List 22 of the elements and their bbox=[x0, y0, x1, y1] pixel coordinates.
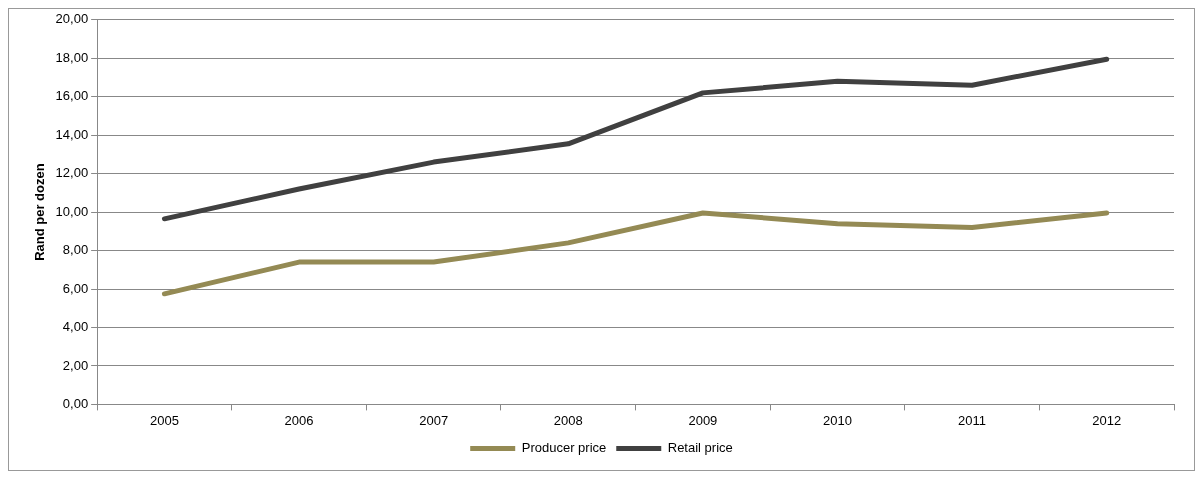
y-tick-label: 6,00 bbox=[62, 280, 89, 296]
x-tick-label: 2007 bbox=[419, 412, 449, 428]
y-tick-label: 14,00 bbox=[55, 126, 89, 142]
y-tick-label: 8,00 bbox=[62, 242, 89, 258]
legend-label: Retail price bbox=[667, 440, 733, 456]
x-tick-label: 2005 bbox=[149, 412, 179, 428]
y-tick-label: 0,00 bbox=[62, 395, 89, 411]
x-tick-label: 2009 bbox=[688, 412, 718, 428]
y-tick-label: 2,00 bbox=[62, 357, 89, 373]
x-tick-label: 2006 bbox=[284, 412, 314, 428]
x-tick-label: 2010 bbox=[823, 412, 852, 428]
x-tick-label: 2012 bbox=[1092, 412, 1122, 428]
y-tick-label: 20,00 bbox=[55, 11, 89, 27]
y-axis-title: Rand per dozen bbox=[32, 163, 48, 261]
x-tick-label: 2011 bbox=[958, 412, 987, 428]
x-tick-label: 2008 bbox=[553, 412, 583, 428]
legend-label: Producer price bbox=[521, 440, 607, 456]
y-tick-label: 18,00 bbox=[55, 49, 89, 65]
y-tick-label: 4,00 bbox=[62, 319, 89, 335]
y-tick-label: 16,00 bbox=[55, 88, 89, 104]
y-tick-label: 12,00 bbox=[55, 165, 89, 181]
y-tick-label: 10,00 bbox=[55, 203, 89, 219]
